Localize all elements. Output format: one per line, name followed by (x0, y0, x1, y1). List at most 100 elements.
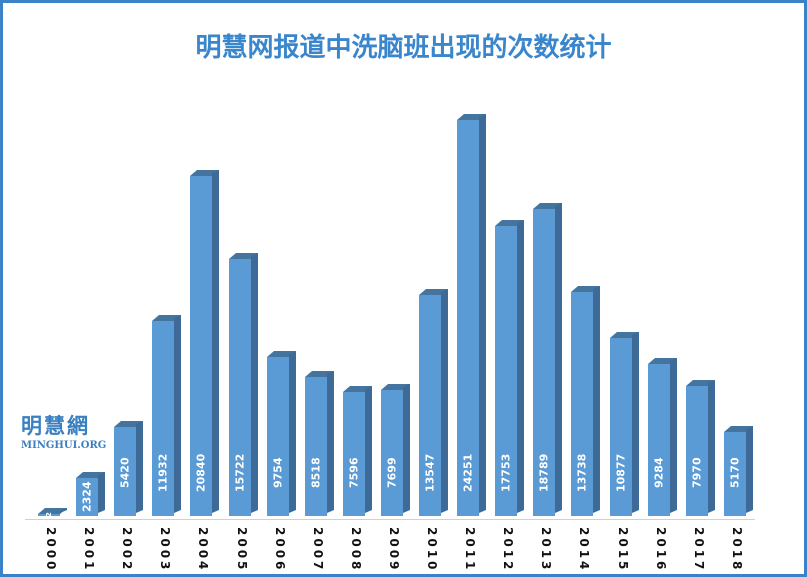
bar-side (593, 286, 600, 513)
bar-side (289, 351, 296, 513)
bar-2018: 5170 (724, 426, 753, 516)
bar-front (267, 357, 289, 516)
x-tick-label: 2007 (311, 527, 325, 573)
bar-top (152, 315, 181, 321)
x-tick-label: 2008 (349, 527, 363, 573)
bar-top (419, 289, 448, 295)
data-label: 9754 (271, 457, 285, 489)
bar-side (441, 289, 448, 513)
x-tick-label: 2009 (387, 527, 401, 573)
bar-front (571, 292, 593, 516)
x-axis-line (25, 519, 755, 520)
x-tick-label: 2000 (44, 527, 58, 573)
bar-2016: 9284 (648, 358, 677, 516)
logo-chinese: 明慧網 (21, 414, 90, 438)
x-tick-label: 2011 (463, 527, 477, 573)
bar-front (686, 386, 708, 516)
bar-side (517, 220, 524, 513)
data-label: 5420 (118, 457, 132, 489)
x-tick-label: 2004 (196, 527, 210, 573)
minghui-logo: 明慧網 MINGHUI.ORG (21, 410, 106, 451)
bar-top (571, 286, 600, 292)
data-label: 7699 (385, 457, 399, 489)
bar-front (38, 514, 60, 516)
x-tick-label: 2015 (616, 527, 630, 573)
bar-front (724, 432, 746, 516)
x-tick-label: 2013 (539, 527, 553, 573)
bar-2010: 13547 (419, 289, 448, 516)
bar-top (38, 508, 67, 514)
bar-2015: 10877 (610, 332, 639, 516)
logo-english: MINGHUI.ORG (21, 440, 107, 451)
x-tick-label: 2006 (273, 527, 287, 573)
data-label: 15722 (233, 453, 247, 493)
x-tick-label: 2018 (730, 527, 744, 573)
data-label: 11932 (156, 453, 170, 493)
bar-top (610, 332, 639, 338)
bar-2001: 2324 (76, 472, 105, 516)
bar-front (305, 377, 327, 516)
bar-front (495, 226, 517, 516)
bar-side (670, 358, 677, 513)
bar-top (686, 380, 715, 386)
bar-2007: 8518 (305, 371, 334, 516)
bar-top (343, 386, 372, 392)
data-label: 2324 (80, 481, 94, 513)
data-label: 13738 (575, 453, 589, 493)
bar-front (114, 427, 136, 516)
bar-front (343, 392, 365, 516)
x-tick-label: 2003 (158, 527, 172, 573)
bar-2017: 7970 (686, 380, 715, 516)
bar-2002: 5420 (114, 421, 143, 516)
bar-2006: 9754 (267, 351, 296, 516)
x-tick-label: 2001 (82, 527, 96, 573)
data-label: 17753 (499, 453, 513, 493)
bar-side (98, 472, 105, 513)
data-label: 20840 (194, 453, 208, 493)
data-label: 7596 (347, 457, 361, 489)
bar-2008: 7596 (343, 386, 372, 516)
x-tick-label: 2010 (425, 527, 439, 573)
bar-top (457, 114, 486, 120)
bar-top (190, 170, 219, 176)
bar-side (251, 253, 258, 513)
x-tick-label: 2012 (501, 527, 515, 573)
bar-2000: 2 (38, 508, 67, 518)
data-label: 5170 (728, 457, 742, 489)
bar-side (708, 380, 715, 513)
bar-side (365, 386, 372, 513)
data-label: 10877 (614, 453, 628, 493)
bar-2012: 17753 (495, 220, 524, 516)
bar-side (555, 203, 562, 513)
data-label: 13547 (423, 453, 437, 493)
bar-side (136, 421, 143, 513)
bar-front (610, 338, 632, 516)
x-tick-label: 2005 (235, 527, 249, 573)
bar-2013: 18789 (533, 203, 562, 516)
bar-top (724, 426, 753, 432)
bar-side (327, 371, 334, 513)
data-label: 24251 (461, 453, 475, 493)
bar-front (419, 295, 441, 516)
x-tick-label: 2017 (692, 527, 706, 573)
bar-top (229, 253, 258, 259)
bar-top (267, 351, 296, 357)
bar-side (60, 508, 67, 513)
bar-front (381, 390, 403, 516)
bar-2004: 20840 (190, 170, 219, 516)
bar-top (648, 358, 677, 364)
data-label: 9284 (652, 457, 666, 489)
bar-front (457, 120, 479, 516)
data-label: 7970 (690, 457, 704, 489)
bar-front (648, 364, 670, 516)
x-tick-label: 2002 (120, 527, 134, 573)
chart-title: 明慧网报道中洗脑班出现的次数统计 (195, 33, 612, 63)
bar-2005: 15722 (229, 253, 258, 516)
bar-2011: 24251 (457, 114, 486, 516)
data-label: 8518 (309, 457, 323, 489)
data-label: 2 (45, 512, 53, 518)
bar-side (212, 170, 219, 513)
plot-area: 2 2000 2324 2001 5420 2002 11932 2003 20840 2004 1… (3, 3, 804, 574)
bar-front (190, 176, 212, 516)
